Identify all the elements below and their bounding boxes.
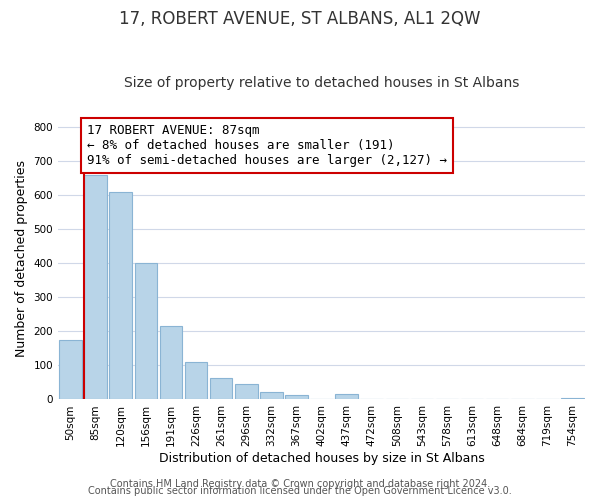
Bar — [285, 394, 308, 400]
Bar — [335, 394, 358, 400]
Bar — [160, 326, 182, 400]
Bar — [85, 175, 107, 400]
Text: 17 ROBERT AVENUE: 87sqm
← 8% of detached houses are smaller (191)
91% of semi-de: 17 ROBERT AVENUE: 87sqm ← 8% of detached… — [87, 124, 447, 167]
Bar — [134, 264, 157, 400]
Bar — [210, 378, 232, 400]
Text: 17, ROBERT AVENUE, ST ALBANS, AL1 2QW: 17, ROBERT AVENUE, ST ALBANS, AL1 2QW — [119, 10, 481, 28]
Y-axis label: Number of detached properties: Number of detached properties — [15, 160, 28, 357]
Text: Contains HM Land Registry data © Crown copyright and database right 2024.: Contains HM Land Registry data © Crown c… — [110, 479, 490, 489]
Bar — [235, 384, 257, 400]
Bar — [59, 340, 82, 400]
Bar — [561, 398, 584, 400]
X-axis label: Distribution of detached houses by size in St Albans: Distribution of detached houses by size … — [158, 452, 484, 465]
Text: Contains public sector information licensed under the Open Government Licence v3: Contains public sector information licen… — [88, 486, 512, 496]
Bar — [185, 362, 208, 400]
Title: Size of property relative to detached houses in St Albans: Size of property relative to detached ho… — [124, 76, 519, 90]
Bar — [109, 192, 132, 400]
Bar — [260, 392, 283, 400]
